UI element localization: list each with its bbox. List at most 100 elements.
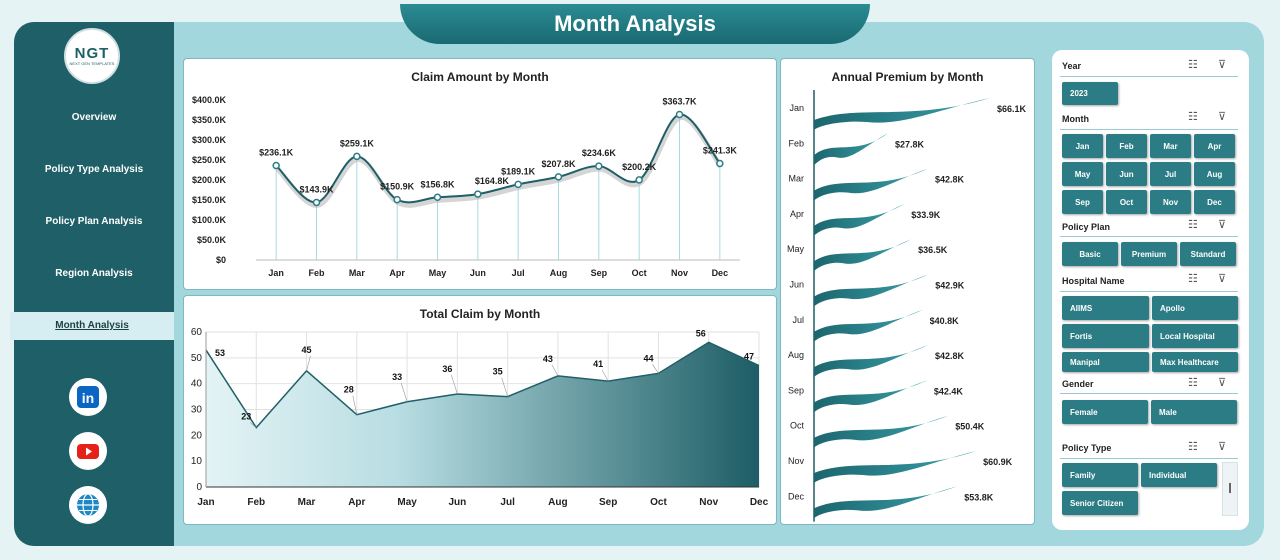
slicer-month-mar[interactable]: Mar — [1150, 134, 1191, 158]
x-tick-label: Feb — [308, 268, 325, 278]
slicer-month-oct[interactable]: Oct — [1106, 190, 1147, 214]
y-tick-label: $300.0K — [192, 135, 227, 145]
data-label: 43 — [543, 354, 553, 364]
policy-plan-multiselect-icon[interactable]: ☷ — [1188, 219, 1198, 231]
area-line — [205, 341, 760, 429]
policy-type-multiselect-icon[interactable]: ☷ — [1188, 441, 1198, 453]
youtube-button[interactable] — [69, 432, 107, 470]
y-tick-label: Apr — [790, 209, 804, 219]
slicer-hospital-apollo[interactable]: Apollo — [1152, 296, 1238, 320]
x-tick-label: May — [397, 497, 417, 508]
month-slicer-title: Month — [1062, 114, 1089, 124]
slicer-year-2023[interactable]: 2023 — [1062, 82, 1118, 105]
bar-feb — [814, 133, 889, 166]
y-tick-label: $0 — [216, 255, 226, 265]
sidebar-item-policy-type-analysis[interactable]: Policy Type Analysis — [44, 164, 144, 175]
slicer-plan-basic[interactable]: Basic — [1062, 242, 1118, 266]
slicer-month-apr[interactable]: Apr — [1194, 134, 1235, 158]
data-label: $36.5K — [918, 245, 948, 255]
leader-line — [250, 422, 257, 428]
slicer-plan-standard[interactable]: Standard — [1180, 242, 1236, 266]
slicer-month-may[interactable]: May — [1062, 162, 1103, 186]
linkedin-icon: in — [77, 386, 99, 408]
slicer-month-dec[interactable]: Dec — [1194, 190, 1235, 214]
x-tick-label: Aug — [550, 268, 568, 278]
data-point — [514, 180, 522, 189]
data-point — [272, 161, 280, 170]
data-point — [675, 110, 684, 119]
svg-text:in: in — [82, 390, 94, 406]
year-multiselect-icon[interactable]: ☷ — [1188, 59, 1198, 71]
slicer-hospital-aiims[interactable]: AIIMS — [1062, 296, 1149, 320]
slicer-plan-premium[interactable]: Premium — [1121, 242, 1177, 266]
bar-sep — [814, 380, 927, 413]
y-tick-label: $200.0K — [192, 175, 227, 185]
month-clear-filter-icon[interactable]: ⊽ — [1218, 111, 1227, 123]
y-tick-label: $100.0K — [192, 215, 227, 225]
youtube-icon — [77, 444, 99, 459]
sidebar-item-month-analysis[interactable]: Month Analysis — [10, 312, 174, 340]
data-label: 53 — [215, 348, 225, 358]
month-multiselect-icon[interactable]: ☷ — [1188, 111, 1198, 123]
data-label: 44 — [643, 353, 653, 363]
data-label: $143.9K — [299, 184, 334, 194]
policy-type-scrollbar[interactable] — [1222, 462, 1238, 516]
total-claim-panel: Total Claim by Month 0 10 20 30 40 50 60 53 Jan 2… — [183, 295, 777, 525]
data-point — [635, 176, 643, 184]
y-tick-label: $400.0K — [192, 95, 227, 105]
slicer-hospital-manipal[interactable]: Manipal — [1062, 352, 1149, 372]
slicer-month-feb[interactable]: Feb — [1106, 134, 1147, 158]
data-label: 45 — [302, 345, 312, 355]
data-label: $66.1K — [997, 104, 1027, 114]
data-label: $164.8K — [475, 176, 510, 186]
slicer-month-jul[interactable]: Jul — [1150, 162, 1191, 186]
data-label: $234.6K — [582, 148, 617, 158]
hospital-clear-filter-icon[interactable]: ⊽ — [1218, 273, 1227, 285]
slicer-hospital-fortis[interactable]: Fortis — [1062, 324, 1149, 348]
y-tick-label: Feb — [788, 138, 804, 148]
linkedin-button[interactable]: in — [69, 378, 107, 416]
slicer-type-senior-citizen[interactable]: Senior Citizen — [1062, 491, 1138, 515]
policy-plan-clear-filter-icon[interactable]: ⊽ — [1218, 219, 1227, 231]
area-fill — [206, 342, 759, 487]
slicer-hospital-local[interactable]: Local Hospital — [1152, 324, 1238, 348]
slicer-gender-female[interactable]: Female — [1062, 400, 1148, 424]
y-tick-label: 10 — [191, 456, 203, 467]
slicer-type-family[interactable]: Family — [1062, 463, 1138, 487]
filter-panel: Year ☷ ⊽ 2023 Month ☷ ⊽ Jan Feb Mar Apr May J… — [1052, 50, 1249, 530]
claim-amount-title: Claim Amount by Month — [411, 70, 549, 84]
hospital-multiselect-icon[interactable]: ☷ — [1188, 273, 1198, 285]
gender-slicer-title: Gender — [1062, 379, 1094, 389]
data-label: $42.4K — [934, 386, 964, 396]
policy-type-clear-filter-icon[interactable]: ⊽ — [1218, 441, 1227, 453]
slicer-month-jun[interactable]: Jun — [1106, 162, 1147, 186]
gender-clear-filter-icon[interactable]: ⊽ — [1218, 377, 1227, 389]
slicer-month-jan[interactable]: Jan — [1062, 134, 1103, 158]
y-tick-label: 50 — [191, 353, 203, 364]
slicer-hospital-max[interactable]: Max Healthcare — [1152, 352, 1238, 372]
sidebar-item-region-analysis[interactable]: Region Analysis — [55, 268, 133, 279]
annual-premium-chart: Jan $66.1K Feb $27.8K Mar $42.8K Apr $33.9K May $… — [787, 90, 1027, 522]
y-tick-label: Mar — [789, 174, 805, 184]
slicer-month-nov[interactable]: Nov — [1150, 190, 1191, 214]
data-label: $53.8K — [964, 492, 994, 502]
data-label: $150.9K — [380, 182, 415, 192]
website-button[interactable] — [69, 486, 107, 524]
x-tick-label: Mar — [349, 268, 366, 278]
data-label: $259.1K — [340, 138, 375, 148]
slicer-month-sep[interactable]: Sep — [1062, 190, 1103, 214]
data-label: $40.8K — [930, 316, 960, 326]
data-label: $241.3K — [703, 145, 738, 155]
bar-jul — [814, 309, 923, 342]
data-point — [433, 193, 442, 202]
slicer-type-individual[interactable]: Individual — [1141, 463, 1217, 487]
sidebar-item-overview[interactable]: Overview — [71, 112, 117, 123]
leader-line — [551, 364, 559, 377]
gender-multiselect-icon[interactable]: ☷ — [1188, 377, 1198, 389]
logo-text: NGT — [74, 44, 110, 62]
slicer-gender-male[interactable]: Male — [1151, 400, 1237, 424]
x-tick-label: Sep — [599, 497, 617, 508]
year-clear-filter-icon[interactable]: ⊽ — [1218, 59, 1227, 71]
slicer-month-aug[interactable]: Aug — [1194, 162, 1235, 186]
sidebar-item-policy-plan-analysis[interactable]: Policy Plan Analysis — [45, 216, 143, 227]
